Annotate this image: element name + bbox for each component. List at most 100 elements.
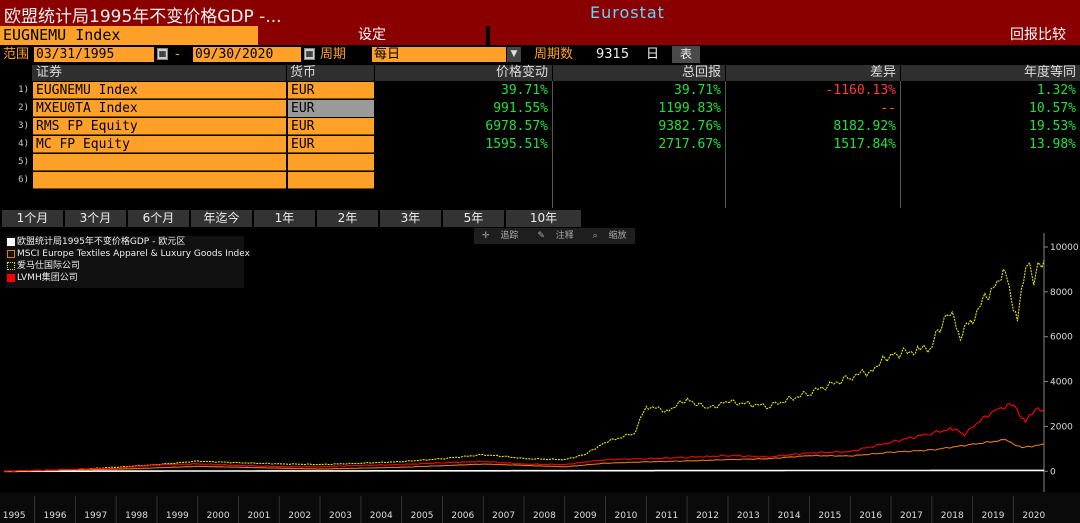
price-change-value: 6978.57% [485,119,548,134]
separator [486,26,490,45]
currency-cell[interactable]: EUR [288,136,374,153]
x-tick-label: 2015 [818,511,841,521]
calendar-icon[interactable]: ▦ [304,48,315,60]
difference-value: -1160.13% [825,83,896,98]
tab-10-years[interactable]: 10年 [506,210,582,227]
currency-cell[interactable] [288,172,374,189]
col-header-annual-equivalent: 年度等同 [901,65,1080,81]
start-date-input[interactable]: 03/31/1995 [34,47,154,62]
x-tick-label: 2011 [655,511,678,521]
x-tick-label: 2014 [778,511,801,521]
security-field[interactable]: EUGNEMU Index [0,26,258,45]
x-tick-label: 2008 [533,511,556,521]
x-tick-label: 2020 [1022,511,1045,521]
x-axis-band [0,493,1080,523]
legend-swatch [7,262,15,270]
column-divider [552,81,553,208]
row-number: 4) [18,139,29,149]
security-cell[interactable]: MXEU0TA Index [33,100,286,117]
data-source-label: Eurostat [590,3,665,22]
x-tick-label: 1998 [125,511,148,521]
end-date-input[interactable]: 09/30/2020 [193,47,301,62]
col-header-currency: 货币 [287,65,374,81]
legend-item[interactable]: LVMH集团公司 [6,272,244,284]
y-tick-label: 4000 [1050,378,1073,388]
currency-cell[interactable]: EUR [288,118,374,135]
controls-row: 范围 03/31/1995 ▦ - 09/30/2020 ▦ 周期 每日 ▼ 周… [0,46,1080,63]
range-label: 范围 [3,47,30,62]
series-gdp-line [4,469,1044,473]
col-header-price-change: 价格变动 [375,65,552,81]
returns-table: 证券 货币 价格变动 总回报 差异 年度等同 1) EUGNEMU Index … [0,65,1080,208]
tab-6-months[interactable]: 6个月 [128,210,190,227]
title-bar: 欧盟统计局1995年不变价格GDP -... Eurostat [0,0,1080,27]
legend-label: 欧盟统计局1995年不变价格GDP - 欧元区 [17,237,186,247]
total-return-value: 39.71% [674,83,721,98]
x-tick-label: 2009 [574,511,597,521]
security-cell[interactable]: EUGNEMU Index [33,82,286,99]
price-change-value: 1595.51% [485,137,548,152]
tab-3-months[interactable]: 3个月 [65,210,127,227]
currency-cell[interactable]: EUR [288,100,374,117]
date-dash: - [175,47,180,62]
total-return-value: 2717.67% [658,137,721,152]
x-tick-label: 2010 [615,511,638,521]
security-cell[interactable] [33,172,286,189]
y-tick-label: 10000 [1050,243,1079,253]
x-tick-label: 2001 [247,511,270,521]
tab-1-year[interactable]: 1年 [254,210,316,227]
annotate-button[interactable]: ✎ 注释 [529,228,581,244]
x-tick-label: 1999 [166,511,189,521]
period-count-label: 周期数 [534,47,574,62]
col-header-total-return: 总回报 [553,65,725,81]
legend-label: 爱马仕国际公司 [17,261,81,271]
row-number: 2) [18,103,29,113]
tab-ytd[interactable]: 年迄今 [191,210,253,227]
tab-2-years[interactable]: 2年 [317,210,379,227]
chevron-down-icon[interactable]: ▼ [507,47,521,62]
tab-1-month[interactable]: 1个月 [2,210,64,227]
performance-chart[interactable]: 0 2000 4000 6000 8000 10000 1995 1996 1997 1998 19… [0,228,1080,523]
legend-item[interactable]: 欧盟统计局1995年不变价格GDP - 欧元区 [6,236,244,248]
annual-equivalent-value: 19.53% [1029,119,1076,134]
difference-value: 8182.92% [833,119,896,134]
currency-cell[interactable]: EUR [288,82,374,99]
table-button[interactable]: 表 [672,46,700,63]
col-header-security: 证券 [32,65,286,81]
price-change-value: 39.71% [501,83,548,98]
return-comparison-title: 回报比较 [490,26,1080,45]
legend-swatch [7,238,15,246]
legend-label: MSCI Europe Textiles Apparel & Luxury Go… [17,249,250,259]
period-select[interactable]: 每日 [372,47,506,62]
x-tick-label: 2002 [288,511,311,521]
x-tick-label: 2003 [329,511,352,521]
chart-canvas[interactable]: 0 2000 4000 6000 8000 10000 1995 1996 1997 1998 19… [0,228,1080,523]
settings-button[interactable]: 设定 [258,26,486,45]
x-tick-label: 1996 [44,511,67,521]
track-button[interactable]: ✛ 追踪 [474,228,526,244]
legend-item[interactable]: 爱马仕国际公司 [6,260,244,272]
x-tick-label: 1995 [3,511,26,521]
legend-item[interactable]: MSCI Europe Textiles Apparel & Luxury Go… [6,248,250,260]
series-lvmh-line [3,402,1045,472]
y-tick-label: 8000 [1050,288,1073,298]
difference-value: -- [880,101,896,116]
security-cell[interactable]: RMS FP Equity [33,118,286,135]
annual-equivalent-value: 13.98% [1029,137,1076,152]
tab-5-years[interactable]: 5年 [443,210,505,227]
security-cell[interactable] [33,154,286,171]
row-number: 3) [18,121,29,131]
tab-3-years[interactable]: 3年 [380,210,442,227]
chart-legend: 欧盟统计局1995年不变价格GDP - 欧元区 MSCI Europe Text… [6,236,250,288]
zoom-button[interactable]: ⌕ 缩放 [585,228,635,244]
x-tick-label: 2005 [411,511,434,521]
y-tick-label: 2000 [1050,422,1073,432]
window-title: 欧盟统计局1995年不变价格GDP -... [4,7,282,27]
x-tick-label: 2016 [859,511,882,521]
x-tick-label: 2004 [370,511,393,521]
calendar-icon[interactable]: ▦ [157,48,168,60]
currency-cell[interactable] [288,154,374,171]
legend-swatch [7,250,15,258]
security-cell[interactable]: MC FP Equity [33,136,286,153]
col-header-difference: 差异 [726,65,900,81]
